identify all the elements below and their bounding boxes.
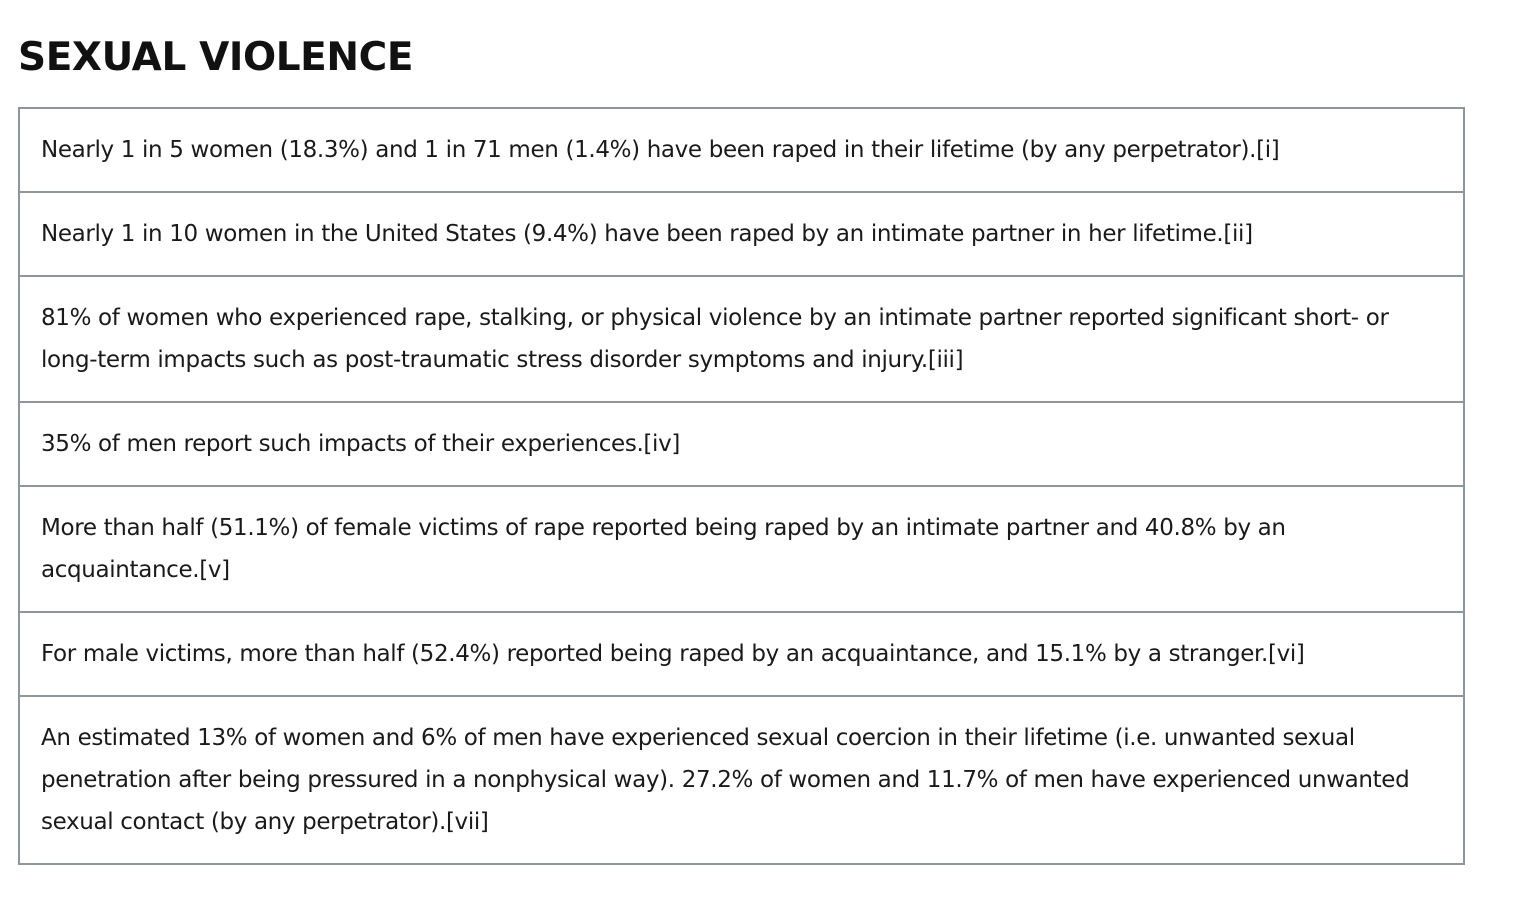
stat-cell: 81% of women who experienced rape, stalk… <box>18 275 1465 403</box>
stat-cell: Nearly 1 in 5 women (18.3%) and 1 in 71 … <box>18 107 1465 193</box>
table-row: 81% of women who experienced rape, stalk… <box>18 275 1465 403</box>
table-row: More than half (51.1%) of female victims… <box>18 485 1465 613</box>
stats-table: Nearly 1 in 5 women (18.3%) and 1 in 71 … <box>18 107 1465 865</box>
stat-cell: 35% of men report such impacts of their … <box>18 401 1465 487</box>
stat-cell: For male victims, more than half (52.4%)… <box>18 611 1465 697</box>
table-row: An estimated 13% of women and 6% of men … <box>18 695 1465 865</box>
table-row: Nearly 1 in 5 women (18.3%) and 1 in 71 … <box>18 107 1465 193</box>
page-title: SEXUAL VIOLENCE <box>18 35 414 80</box>
table-row: Nearly 1 in 10 women in the United State… <box>18 191 1465 277</box>
stat-cell: An estimated 13% of women and 6% of men … <box>18 695 1465 865</box>
stat-cell: More than half (51.1%) of female victims… <box>18 485 1465 613</box>
table-row: 35% of men report such impacts of their … <box>18 401 1465 487</box>
table-row: For male victims, more than half (52.4%)… <box>18 611 1465 697</box>
stat-cell: Nearly 1 in 10 women in the United State… <box>18 191 1465 277</box>
